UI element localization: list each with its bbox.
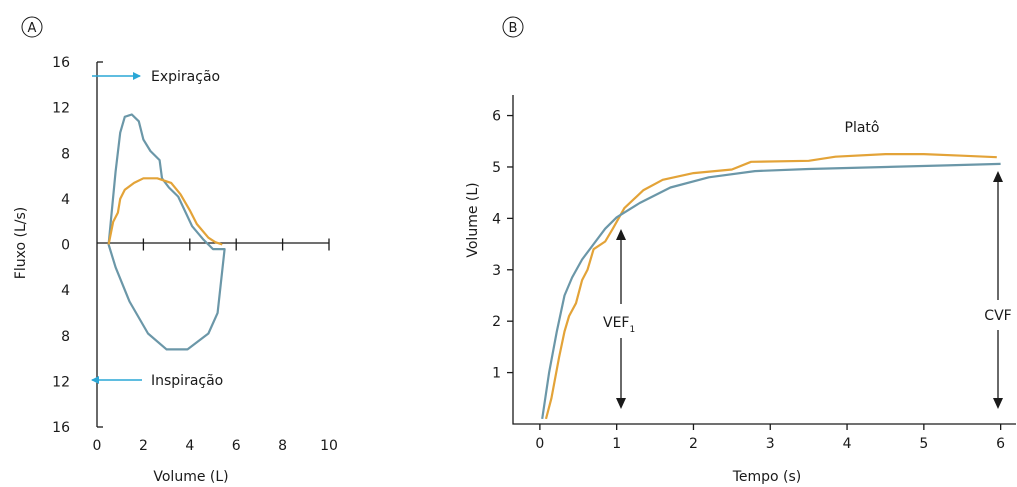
panel-a-y-ticks: 0 4 8 12 16 4 8 12 16 [52, 55, 70, 436]
panel-b-x-tick-label: 3 [766, 436, 775, 452]
panel-a-x-tick-label: 0 [93, 438, 102, 454]
panel-a-y-tick-label: 4 [61, 283, 70, 299]
panel-b-y-tick-label: 5 [492, 160, 501, 176]
inspiration-arrow-icon [91, 376, 99, 384]
panel-a-y-tick-label: 8 [61, 329, 70, 345]
panel-a-y-tick-label: 12 [52, 101, 70, 117]
panel-b-y-tick-label: 6 [492, 109, 501, 125]
panel-b-y-label: Volume (L) [465, 182, 481, 257]
expiration-arrow-icon [133, 72, 141, 80]
fvc-arrow-down-icon [993, 398, 1003, 409]
panel-a-y-label: Fluxo (L/s) [13, 207, 29, 279]
panel-b-x-tick-label: 6 [996, 436, 1005, 452]
panel-a-y-tick-label: 12 [52, 374, 70, 390]
panel-a-y-tick-label: 0 [61, 238, 70, 254]
panel-b-y-ticks: 1 2 3 4 5 6 [492, 109, 513, 382]
panel-a-x-tick-label: 4 [185, 438, 194, 454]
panel-a-x-tick-label: 10 [320, 438, 338, 454]
fev1-arrow-up-icon [616, 229, 626, 240]
panel-a-y-tick-label: 16 [52, 420, 70, 436]
panel-b-x-tick-label: 5 [919, 436, 928, 452]
panel-a-x-tick-label: 2 [139, 438, 148, 454]
panel-b-x-tick-label: 1 [612, 436, 621, 452]
panel-a-y-tick-label: 4 [61, 192, 70, 208]
fev1-label-sub: 1 [629, 325, 635, 335]
panel-b-x-ticks: 0 1 2 3 4 5 6 [535, 424, 1005, 452]
panel-a-blue-loop [107, 113, 226, 351]
panel-b-blue-curve [541, 162, 1001, 420]
panel-a-x-ticks: 0 2 4 6 8 10 [93, 238, 338, 454]
panel-b-orange-curve [544, 153, 997, 420]
panel-a-x-tick-label: 6 [232, 438, 241, 454]
panel-b-y-tick-label: 1 [492, 366, 501, 382]
panel-b-y-tick-label: 2 [492, 314, 501, 330]
fev1-label-main: VEF [603, 315, 629, 331]
panel-b-axes [512, 95, 1016, 425]
panel-a-y-tick-label: 8 [61, 146, 70, 162]
panel-a-label: A [28, 21, 37, 36]
panel-b-x-label: Tempo (s) [732, 469, 802, 485]
panel-a-orange-curve [107, 177, 223, 246]
panel-b-marker [502, 16, 524, 38]
panel-b-x-tick-label: 0 [535, 436, 544, 452]
fvc-label: CVF [984, 308, 1011, 324]
fvc-arrow-up-icon [993, 171, 1003, 182]
panel-b-x-tick-label: 2 [689, 436, 698, 452]
panel-b-x-tick-label: 4 [843, 436, 852, 452]
plateau-label: Platô [845, 120, 880, 136]
panel-b-y-tick-label: 4 [492, 211, 501, 227]
panel-a: A 0 2 4 6 8 10 0 4 8 12 16 4 8 12 16 Expiração Inspir… [13, 16, 338, 485]
panel-b-y-tick-label: 3 [492, 263, 501, 279]
fev1-label: VEF1 [603, 315, 635, 335]
panel-a-marker [21, 16, 43, 38]
panel-a-y-tick-label: 16 [52, 55, 70, 71]
inspiration-label: Inspiração [151, 373, 223, 389]
expiration-label: Expiração [151, 69, 220, 85]
panel-a-x-tick-label: 8 [278, 438, 287, 454]
panel-b-label: B [509, 21, 518, 36]
panel-a-x-label: Volume (L) [153, 469, 228, 485]
fev1-arrow-down-icon [616, 398, 626, 409]
